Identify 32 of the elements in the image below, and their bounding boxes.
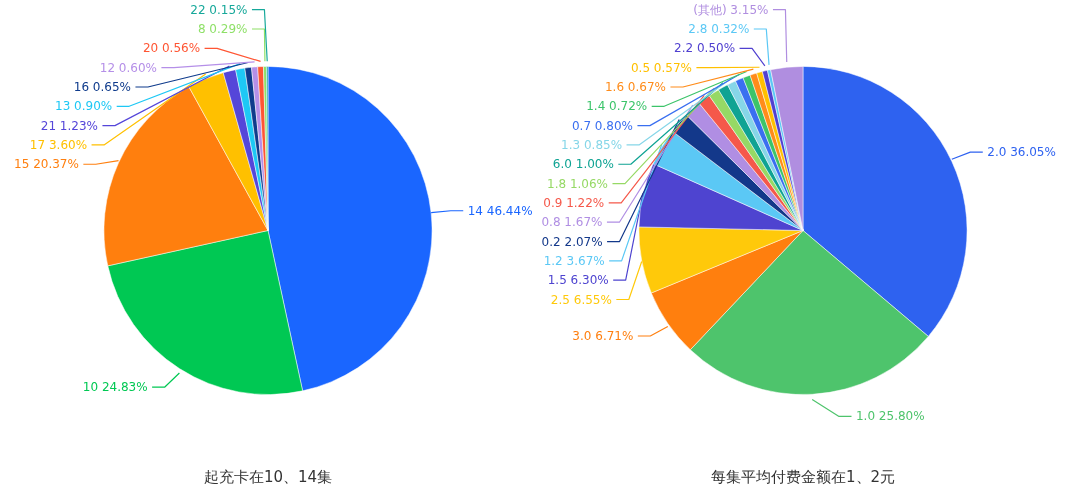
slice-label: 0.8 1.67% bbox=[541, 215, 603, 230]
slice-label: 1.5 6.30% bbox=[547, 273, 609, 288]
slice-label: 8 0.29% bbox=[197, 22, 248, 37]
slice-label: 0.5 0.57% bbox=[630, 60, 692, 75]
slice-label: 0.7 0.80% bbox=[571, 118, 633, 133]
text: 起充卡在10、14集 bbox=[203, 467, 333, 486]
slice-label: 2.2 0.50% bbox=[674, 41, 736, 56]
slice-label: 21 1.23% bbox=[40, 118, 98, 133]
slice-label: 1.8 1.06% bbox=[547, 176, 609, 191]
slice-label: 15 20.37% bbox=[14, 157, 79, 172]
slice-label: 1.3 0.85% bbox=[561, 137, 623, 152]
slice-label: 0.2 2.07% bbox=[541, 234, 603, 249]
slice-label: 22 0.15% bbox=[190, 2, 248, 17]
slice-label: 13 0.90% bbox=[55, 99, 113, 114]
slice-label: 17 3.60% bbox=[29, 137, 88, 152]
slice-label: 1.0 25.80% bbox=[855, 409, 925, 424]
slice-label: 0.9 1.22% bbox=[543, 195, 605, 210]
slice-label: 1.2 3.67% bbox=[543, 253, 605, 268]
text: 每集平均付费金额在1、2元 bbox=[710, 467, 896, 486]
slice-label: 16 0.65% bbox=[73, 79, 131, 94]
slice-label: 1.6 0.67% bbox=[604, 79, 666, 94]
slice-label: 6.0 1.00% bbox=[552, 157, 614, 172]
slice-label: 12 0.60% bbox=[99, 60, 157, 75]
slice-label: 20 0.56% bbox=[142, 41, 201, 56]
slice-label: 10 24.83% bbox=[82, 380, 148, 395]
slice-label: 14 46.44% bbox=[467, 203, 533, 218]
slice-label: 2.8 0.32% bbox=[688, 22, 750, 37]
slice-label: 2.0 36.05% bbox=[987, 145, 1056, 160]
slice-label: 3.0 6.71% bbox=[572, 328, 634, 343]
slice-label: 2.5 6.55% bbox=[550, 292, 612, 307]
slice-label: 1.4 0.72% bbox=[586, 99, 648, 114]
slice-label: (其他) 3.15% bbox=[693, 2, 769, 17]
